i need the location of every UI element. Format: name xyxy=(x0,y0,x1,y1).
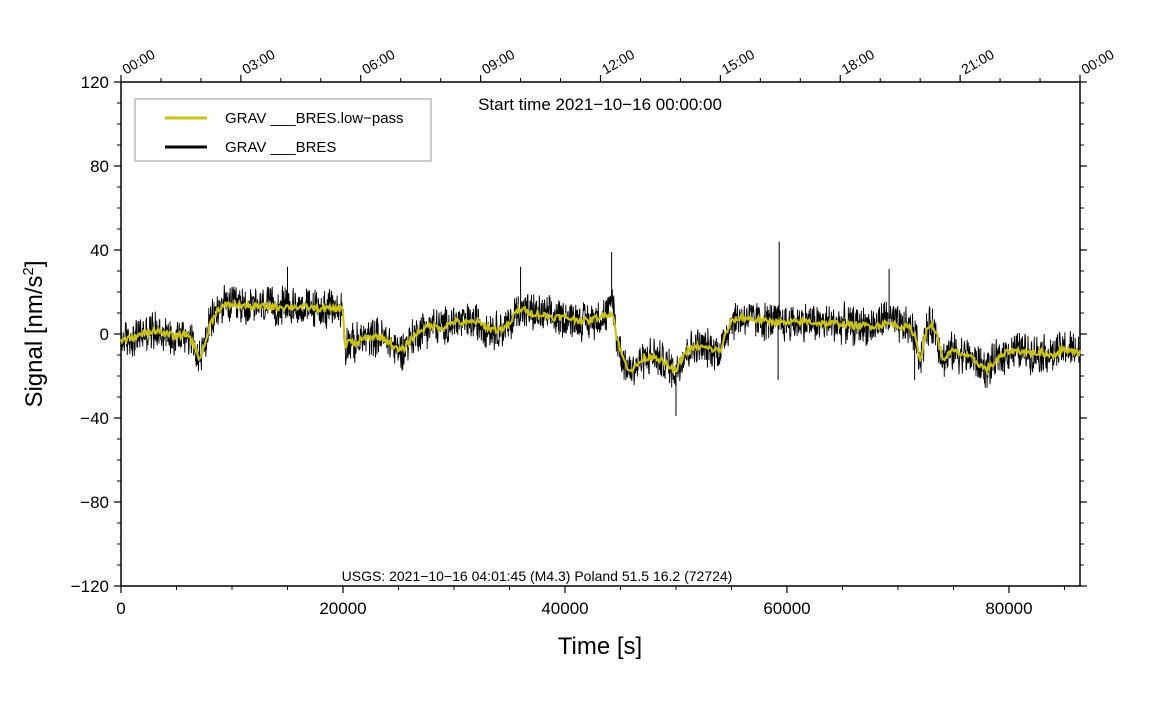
y-axis-title-end: ] xyxy=(21,260,48,267)
x-tick-label-1: 20000 xyxy=(319,599,366,618)
x-tick-label-2: 40000 xyxy=(541,599,588,618)
y-axis-title: Signal [nm/s2] xyxy=(20,260,48,407)
legend-label-raw: GRAV ___BRES xyxy=(225,139,336,156)
start-time-annotation: Start time 2021−10−16 00:00:00 xyxy=(478,95,722,114)
y-axis-title-sup: 2 xyxy=(20,267,37,275)
legend-label-lowpass: GRAV ___BRES.low−pass xyxy=(225,110,404,127)
legend-box xyxy=(134,98,432,162)
x-tick-label-3: 60000 xyxy=(763,599,810,618)
y-tick-label-0: −120 xyxy=(71,577,109,596)
event-annotation: USGS: 2021−10−16 04:01:45 (M4.3) Poland … xyxy=(342,568,733,584)
series-layer xyxy=(119,241,1082,416)
x-tick-label-4: 80000 xyxy=(985,599,1032,618)
y-axis-title-main: Signal [nm/s xyxy=(21,275,48,407)
y-tick-label-4: 40 xyxy=(90,241,109,260)
y-tick-label-1: −80 xyxy=(80,493,109,512)
y-tick-label-5: 80 xyxy=(90,157,109,176)
x-axis-title: Time [s] xyxy=(558,633,642,660)
series-line-lowpass xyxy=(119,298,1082,377)
x-tick-label-0: 0 xyxy=(116,599,125,618)
y-tick-label-6: 120 xyxy=(81,73,109,92)
y-tick-label-2: −40 xyxy=(80,409,109,428)
y-tick-label-3: 0 xyxy=(100,325,109,344)
legend: GRAV ___BRES.low−pass GRAV ___BRES xyxy=(134,98,432,162)
